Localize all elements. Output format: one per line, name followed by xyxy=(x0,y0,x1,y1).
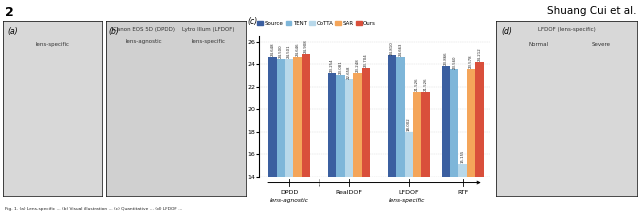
Bar xyxy=(458,164,467,213)
Bar xyxy=(268,57,276,213)
Bar xyxy=(353,73,362,213)
Text: lens-agnostic: lens-agnostic xyxy=(125,39,162,44)
Text: lens-specific: lens-specific xyxy=(388,198,425,203)
Text: 24.810: 24.810 xyxy=(390,41,394,55)
Text: RealDOF: RealDOF xyxy=(335,190,362,195)
Text: lens-specific: lens-specific xyxy=(191,39,225,44)
Text: 24.648: 24.648 xyxy=(270,43,275,56)
Bar xyxy=(442,66,450,213)
Text: 22.658: 22.658 xyxy=(347,65,351,79)
Text: 23.254: 23.254 xyxy=(330,58,334,72)
Text: 23.081: 23.081 xyxy=(339,60,342,74)
Bar xyxy=(285,59,293,213)
Text: 15.155: 15.155 xyxy=(461,150,465,163)
Legend: Source, TENT, CoTTA, SAR, Ours: Source, TENT, CoTTA, SAR, Ours xyxy=(257,21,376,26)
Text: Severe: Severe xyxy=(592,42,611,47)
Bar xyxy=(301,54,310,213)
Text: lens-specific: lens-specific xyxy=(36,42,70,47)
Bar xyxy=(467,69,476,213)
Text: Canon EOS 5D (DPDD): Canon EOS 5D (DPDD) xyxy=(113,27,175,32)
Bar xyxy=(413,92,421,213)
Text: (b): (b) xyxy=(108,27,119,36)
Bar xyxy=(388,55,396,213)
Text: (d): (d) xyxy=(502,27,513,36)
Text: Lytro Illum (LFDOF): Lytro Illum (LFDOF) xyxy=(182,27,235,32)
Bar xyxy=(328,73,337,213)
Text: 21.526: 21.526 xyxy=(415,78,419,91)
Bar xyxy=(421,92,429,213)
Bar xyxy=(293,57,301,213)
Text: RTF: RTF xyxy=(457,190,468,195)
Text: 24.646: 24.646 xyxy=(296,43,300,56)
Bar xyxy=(345,79,353,213)
Text: 23.866: 23.866 xyxy=(444,52,448,65)
Bar xyxy=(404,132,413,213)
Text: lens-agnostic: lens-agnostic xyxy=(269,198,308,203)
Text: LFDOF (lens-specific): LFDOF (lens-specific) xyxy=(538,27,595,32)
Bar xyxy=(476,62,484,213)
Text: 24.663: 24.663 xyxy=(399,43,403,56)
Text: Fig. 1. (a) Lens-specific ... (b) Visual illustration ... (c) Quantitative ... (: Fig. 1. (a) Lens-specific ... (b) Visual… xyxy=(5,207,182,211)
Text: (a): (a) xyxy=(7,27,18,36)
Bar xyxy=(362,68,370,213)
Text: 23.704: 23.704 xyxy=(364,53,368,67)
Bar xyxy=(337,75,345,213)
Text: 2: 2 xyxy=(5,6,14,19)
Bar xyxy=(276,59,285,213)
Text: Normal: Normal xyxy=(528,42,548,47)
Text: LFDOF: LFDOF xyxy=(399,190,419,195)
Text: 24.500: 24.500 xyxy=(279,44,283,58)
Text: 23.248: 23.248 xyxy=(355,58,359,72)
Text: 21.526: 21.526 xyxy=(424,78,428,91)
Text: Shuang Cui et al.: Shuang Cui et al. xyxy=(547,6,637,16)
Text: DPDD: DPDD xyxy=(280,190,298,195)
Text: 24.501: 24.501 xyxy=(287,44,291,58)
Text: 24.212: 24.212 xyxy=(477,47,481,61)
Text: 18.002: 18.002 xyxy=(407,117,411,131)
Text: 23.560: 23.560 xyxy=(452,55,456,69)
Text: (c): (c) xyxy=(248,17,258,26)
Text: 24.908: 24.908 xyxy=(304,40,308,53)
Text: 23.578: 23.578 xyxy=(469,55,473,68)
Bar xyxy=(450,69,458,213)
Bar xyxy=(396,57,404,213)
